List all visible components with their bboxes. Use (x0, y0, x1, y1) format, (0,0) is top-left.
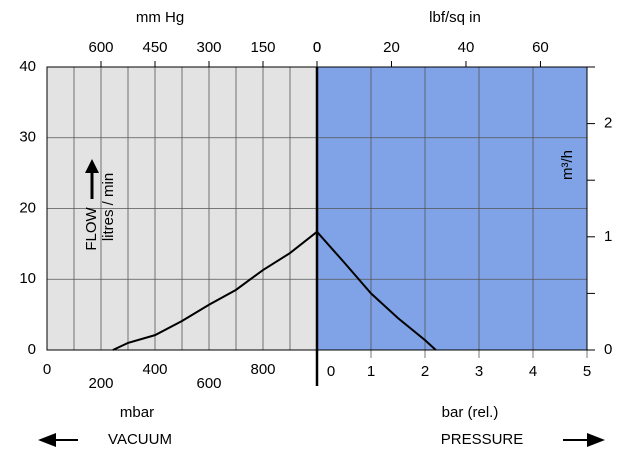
x-tick-label: 0 (327, 363, 335, 380)
y-axis-title: FLOW litres / min (83, 159, 117, 251)
y-tick-label: 20 (19, 199, 36, 216)
region-caption: VACUUM (108, 431, 172, 448)
y-axis-title-units: litres / min (100, 173, 117, 241)
x-tick-label: 2 (421, 363, 429, 380)
y2-tick-label: 1 (604, 228, 612, 245)
x-axis-title: bar (rel.) (442, 404, 499, 421)
x-tick-label: 600 (196, 375, 221, 392)
top-tick-label: 600 (88, 39, 113, 56)
x-tick-label: 5 (583, 363, 591, 380)
x-tick-label: 800 (250, 361, 275, 378)
y2-tick-label: 2 (604, 115, 612, 132)
flow-curve (316, 231, 437, 351)
y2-tick-label: 0 (604, 341, 612, 358)
x-tick-label: 0 (43, 361, 51, 378)
top-tick-label: 450 (142, 39, 167, 56)
y2-axis-title: m³/h (559, 150, 576, 180)
flow-curve (112, 231, 318, 351)
top-axis-title: mm Hg (136, 9, 184, 26)
x-tick-label: 200 (88, 375, 113, 392)
x-tick-label: 400 (142, 361, 167, 378)
top-tick-label: 20 (383, 39, 400, 56)
region-caption: PRESSURE (441, 431, 524, 448)
top-tick-label: 150 (250, 39, 275, 56)
top-tick-label: 40 (458, 39, 475, 56)
top-tick-label: 60 (532, 39, 549, 56)
left-arrow (38, 433, 78, 447)
y-axis-arrowhead (85, 159, 99, 173)
x-tick-label: 4 (529, 363, 537, 380)
y-tick-label: 0 (28, 341, 36, 358)
top-tick-label: 0 (313, 39, 321, 56)
y-tick-label: 10 (19, 270, 36, 287)
top-tick-label: 0 (313, 39, 321, 56)
y-tick-label: 30 (19, 129, 36, 146)
y-tick-label: 40 (19, 58, 36, 75)
y-axis-title-flow: FLOW (83, 206, 100, 250)
x-tick-label: 1 (367, 363, 375, 380)
right-arrow (563, 433, 605, 447)
top-tick-label: 300 (196, 39, 221, 56)
x-tick-label: 3 (475, 363, 483, 380)
top-axis-title: lbf/sq in (429, 9, 481, 26)
x-axis-title: mbar (120, 404, 154, 421)
